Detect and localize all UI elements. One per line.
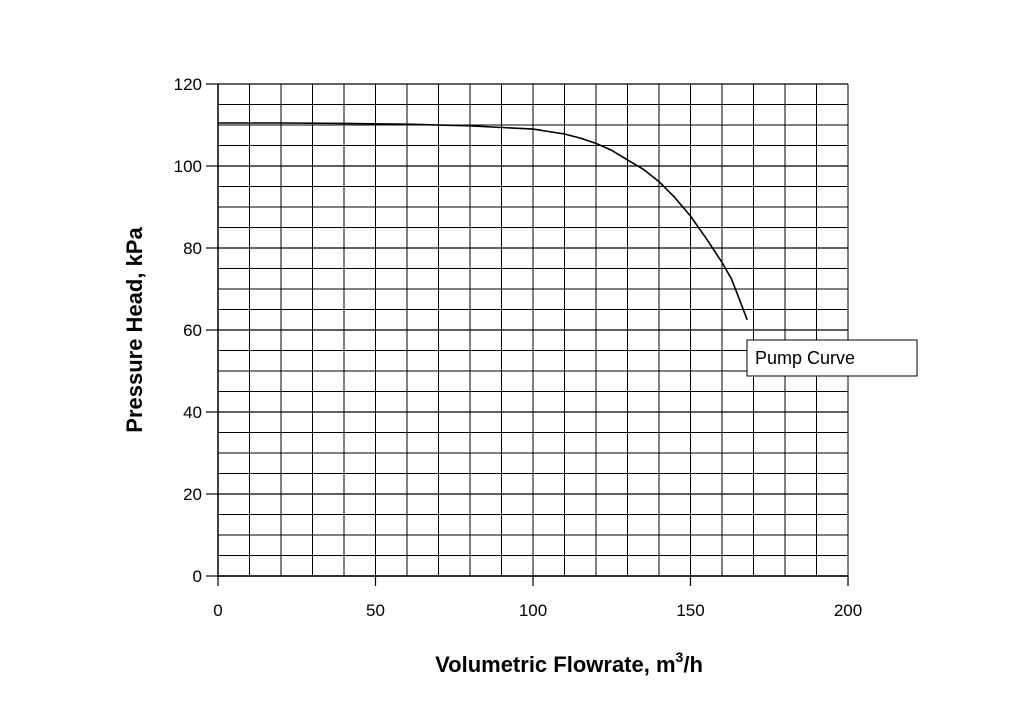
x-tick-label: 50: [366, 601, 385, 620]
x-axis-title-main: Volumetric Flowrate, m: [435, 652, 675, 677]
y-tick-label: 40: [183, 403, 202, 422]
y-tick-label: 20: [183, 485, 202, 504]
x-axis-title: Volumetric Flowrate, m3/h: [435, 649, 703, 677]
axes: [206, 83, 849, 586]
x-axis-title-superscript: 3: [676, 649, 684, 665]
x-tick-label: 100: [519, 601, 547, 620]
x-tick-label: 0: [213, 601, 222, 620]
y-tick-label: 80: [183, 239, 202, 258]
annotation-box: [746, 339, 918, 377]
y-tick-label: 100: [174, 157, 202, 176]
y-axis-title: Pressure Head, kPa: [122, 227, 147, 433]
series-layer: [218, 122, 748, 321]
x-tick-label: 200: [834, 601, 862, 620]
y-tick-labels: 0 20 40 60 80 100 120: [174, 75, 202, 586]
major-grid: [217, 83, 849, 577]
y-tick-label: 60: [183, 321, 202, 340]
annotation-label: Pump Curve: [755, 348, 855, 368]
pump-curve-line: [218, 122, 748, 321]
x-axis-title-tail: /h: [683, 652, 703, 677]
y-tick-label: 0: [193, 567, 202, 586]
pump-curve-annotation: Pump Curve: [746, 339, 918, 377]
y-tick-label: 120: [174, 75, 202, 94]
x-tick-label: 150: [676, 601, 704, 620]
x-tick-labels: 0 50 100 150 200: [213, 601, 862, 620]
